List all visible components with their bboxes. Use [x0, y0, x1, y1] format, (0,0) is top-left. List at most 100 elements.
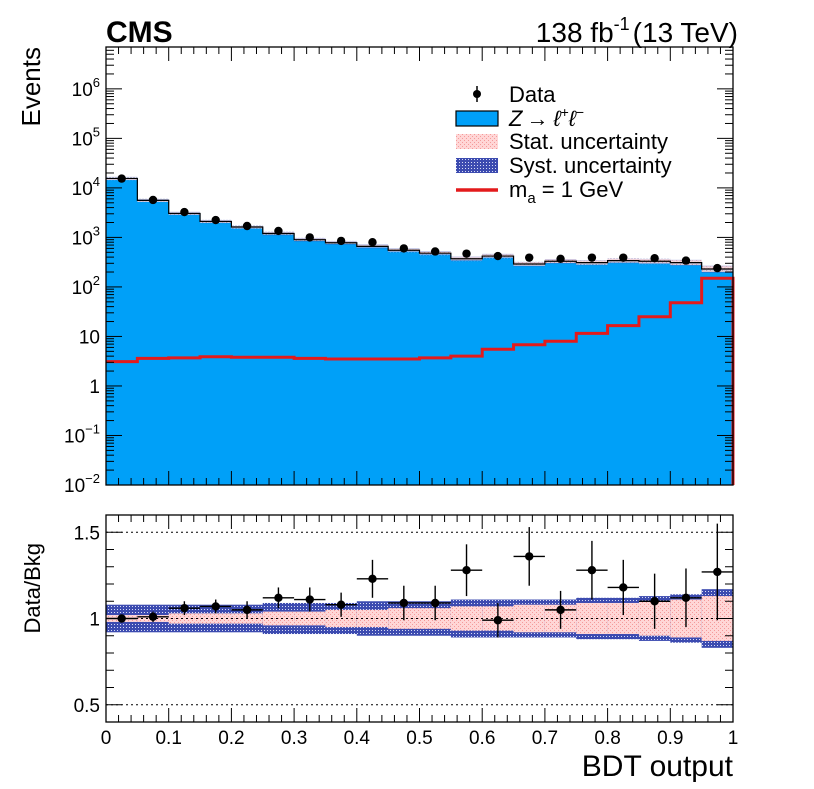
- data-point: [430, 247, 440, 256]
- ratio-point: [619, 583, 628, 592]
- ratio-point: [305, 595, 314, 604]
- data-point: [556, 254, 565, 263]
- legend-syst-swatch: [456, 158, 498, 173]
- x-axis-label: BDT output: [582, 750, 734, 783]
- bkg-bar: [576, 262, 609, 485]
- ratio-point: [556, 605, 565, 615]
- ratio-point: [430, 598, 440, 608]
- legend-signal-label: ma = 1 GeV: [509, 177, 623, 207]
- y-tick-label-ratio: 0.5: [74, 696, 100, 717]
- legend-bkg-ell1: ℓ: [552, 106, 561, 131]
- x-tick-label: 0: [101, 728, 112, 749]
- legend-signal-value: = 1 GeV: [536, 177, 624, 202]
- experiment-label: CMS: [106, 16, 173, 49]
- legend-bkg-minus: −: [576, 104, 584, 120]
- bkg-bar: [294, 239, 326, 485]
- ratio-panel: 0.5 1 1.5 0 0.1 0.2 0.3 0.4 0.5 0.6 0.7 0.8 0.9 1 Data…: [20, 514, 739, 783]
- y-tick-label-main: 10: [79, 327, 100, 348]
- ratio-stat-band: [294, 611, 326, 626]
- bkg-bar: [168, 213, 201, 485]
- x-tick-label: 0.9: [657, 728, 683, 749]
- legend-signal-sub: a: [527, 190, 536, 207]
- bkg-bar: [513, 264, 546, 485]
- data-point: [211, 215, 220, 225]
- y-tick-exp: 5: [93, 124, 100, 139]
- legend-stat-label: Stat. uncertainty: [509, 129, 668, 154]
- x-tick-label: 0.2: [218, 728, 244, 749]
- ratio-stat-band: [513, 604, 546, 633]
- legend: Data Z → ℓ+ℓ− Stat. uncertainty Syst. unce…: [455, 82, 672, 207]
- bkg-bar: [701, 269, 734, 485]
- bkg-bar: [670, 262, 703, 485]
- ratio-point: [211, 602, 220, 611]
- bkg-bar: [419, 253, 452, 485]
- data-point: [462, 249, 471, 258]
- bkg-bar: [356, 246, 389, 485]
- legend-bkg-z: Z: [508, 106, 524, 131]
- bkg-bar: [450, 258, 483, 485]
- ratio-point: [148, 612, 158, 621]
- data-point: [242, 221, 252, 231]
- bkg-bar: [325, 242, 358, 485]
- bkg-bar: [262, 233, 295, 485]
- legend-signal-m: m: [509, 177, 527, 202]
- y-tick-base: 1: [89, 377, 100, 398]
- legend-syst-label: Syst. uncertainty: [509, 153, 672, 178]
- ratio-stat-band: [200, 613, 232, 624]
- y-tick-label-main: 10−2: [64, 471, 100, 497]
- bkg-bar: [388, 250, 420, 485]
- legend-stat-swatch: [456, 134, 498, 149]
- y-tick-base: 10: [64, 476, 85, 497]
- y-tick-base: 10: [64, 426, 85, 447]
- ratio-point: [399, 598, 409, 608]
- ratio-point: [180, 603, 189, 613]
- y-tick-exp: −2: [85, 471, 100, 486]
- x-tick-label: 0.3: [281, 728, 307, 749]
- ratio-point: [336, 600, 346, 609]
- ratio-point: [525, 552, 534, 561]
- data-point: [336, 236, 346, 246]
- data-point: [399, 244, 409, 253]
- data-point: [681, 256, 691, 265]
- x-tick-label: 0.1: [155, 728, 181, 749]
- bkg-bar: [638, 261, 671, 485]
- ratio-point: [650, 597, 659, 606]
- data-point: [525, 253, 534, 262]
- bkg-bar: [106, 178, 138, 486]
- data-point: [713, 263, 722, 273]
- x-tick-label: 0.8: [594, 728, 620, 749]
- ratio-stat-band: [262, 611, 295, 626]
- legend-bkg-ell2: ℓ: [568, 106, 577, 131]
- y-tick-label-ratio: 1: [89, 610, 100, 631]
- ratio-point: [274, 593, 283, 602]
- bkg-bar: [482, 256, 515, 485]
- y-tick-exp: 3: [93, 223, 100, 238]
- y-tick-label-main: 102: [72, 273, 100, 299]
- y-tick-label-main: 104: [72, 174, 100, 200]
- y-tick-exp: −1: [85, 421, 100, 436]
- ratio-point: [462, 566, 471, 575]
- data-point: [148, 195, 158, 205]
- x-tick-label: 1: [728, 728, 739, 749]
- ratio-point: [681, 593, 691, 602]
- data-point: [305, 233, 314, 242]
- bkg-bar: [137, 200, 170, 485]
- y-tick-base: 10: [72, 278, 93, 299]
- x-tick-label: 0.5: [406, 728, 432, 749]
- bkg-bar: [607, 260, 640, 485]
- y-tick-label-main: 10−1: [64, 421, 100, 447]
- legend-bkg-plus: +: [561, 104, 569, 120]
- y-axis-label-main: Events: [16, 47, 46, 127]
- y-tick-base: 10: [79, 327, 100, 348]
- lumi-value: 138 fb: [536, 17, 614, 48]
- legend-data-label: Data: [509, 82, 556, 107]
- lumi-exponent: -1: [614, 14, 630, 34]
- ratio-point: [368, 574, 377, 584]
- y-tick-base: 10: [72, 129, 93, 150]
- energy-label: (13 TeV): [633, 17, 738, 48]
- legend-data-marker: [473, 86, 481, 102]
- y-tick-label-main: 106: [72, 75, 100, 101]
- signal-line: [106, 276, 735, 485]
